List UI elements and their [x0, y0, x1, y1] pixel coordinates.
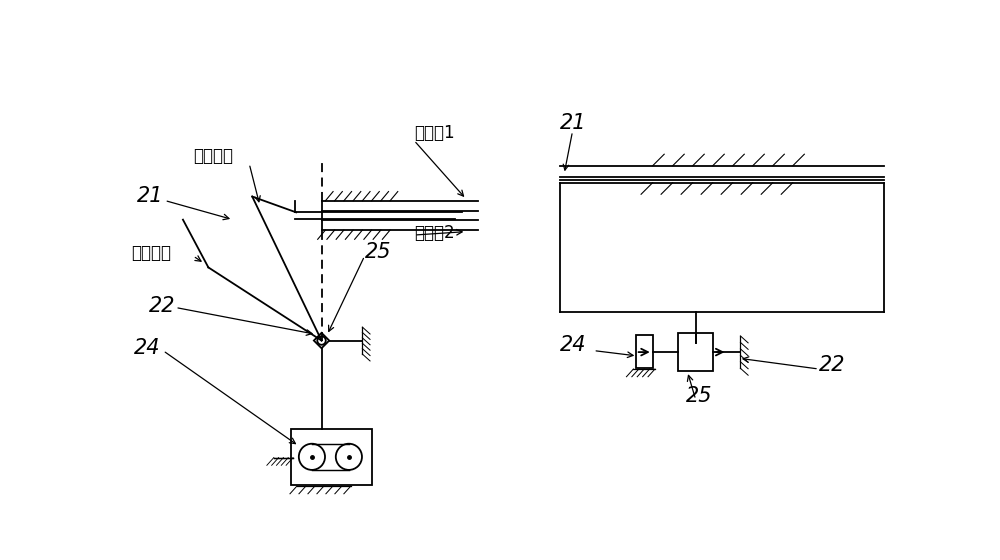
Bar [678, 333, 713, 371]
Bar [636, 335, 653, 367]
Text: 障碍物2: 障碍物2 [414, 224, 455, 242]
Bar [291, 429, 372, 484]
Text: 初始位置: 初始位置 [131, 244, 171, 262]
Text: 障碍物1: 障碍物1 [414, 124, 455, 142]
Text: 25: 25 [365, 242, 391, 262]
Text: 21: 21 [560, 113, 587, 133]
Text: 24: 24 [134, 338, 160, 358]
Text: 22: 22 [819, 356, 845, 375]
Text: 24: 24 [560, 334, 587, 354]
Text: 21: 21 [137, 186, 163, 206]
Text: 工作位置: 工作位置 [193, 147, 233, 165]
Text: 25: 25 [686, 386, 712, 406]
Text: 22: 22 [149, 296, 176, 316]
